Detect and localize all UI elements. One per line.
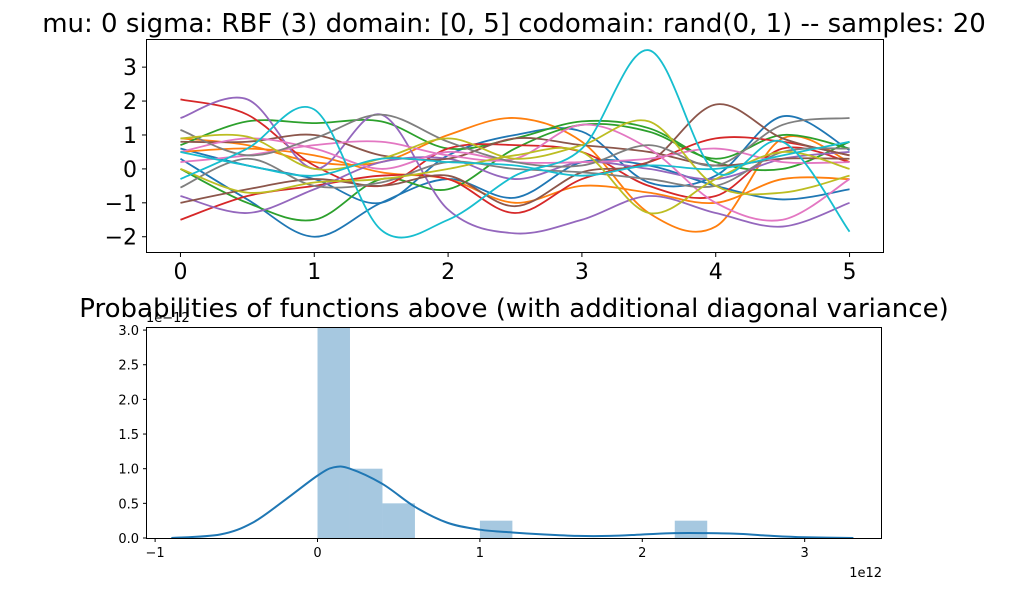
sample-lines: [179, 49, 851, 239]
x-tick-label: 3: [801, 546, 809, 561]
y-tick-label: 2.5: [118, 359, 139, 374]
y-tick-label: 1: [123, 124, 137, 149]
y-tick-label: 1.0: [118, 463, 139, 478]
samples-chart-frame: [146, 39, 884, 253]
sample-line-2: [179, 157, 850, 238]
kde-curve: [171, 465, 854, 539]
histogram-bar-3: [382, 503, 415, 538]
sample-line-20: [180, 140, 850, 177]
x-tick-label: 5: [843, 260, 857, 285]
sample-line-7: [180, 98, 850, 200]
samples-chart-title: mu: 0 sigma: RBF (3) domain: [0, 5] codo…: [42, 9, 986, 39]
x-tick-label: 0: [173, 260, 187, 285]
x-tick-label: 2: [441, 260, 455, 285]
x-tick-label: 2: [638, 546, 646, 561]
sample-line-18: [180, 147, 850, 215]
sample-line-3: [180, 117, 850, 233]
sample-line-15: [180, 113, 850, 168]
samples-x-axis: 0 1 2 3 4 5: [173, 252, 857, 285]
x-tick-label: 1: [476, 546, 484, 561]
sample-line-9: [180, 96, 850, 235]
histogram-y-axis: 0.0 0.5 1.0 1.5 2.0 2.5 3.0: [118, 324, 147, 547]
y-tick-label: 3.0: [118, 324, 139, 339]
histogram-frame: [146, 327, 882, 539]
sample-line-12: [180, 133, 850, 167]
y-offset-label: 1e−12: [146, 311, 190, 326]
x-tick-label: 0: [313, 546, 321, 561]
samples-line-chart: mu: 0 sigma: RBF (3) domain: [0, 5] codo…: [42, 9, 986, 285]
samples-y-axis: −2 −1 0 1 2 3: [105, 56, 147, 251]
y-tick-label: 0: [123, 158, 137, 183]
histogram-bar-4: [479, 520, 513, 538]
y-tick-label: 1.5: [118, 428, 139, 443]
sample-line-19: [180, 49, 851, 239]
x-tick-label: 4: [709, 260, 723, 285]
sample-line-6: [180, 122, 850, 222]
y-tick-label: 0.5: [118, 497, 139, 512]
y-tick-label: 0.0: [118, 532, 139, 547]
y-tick-label: 3: [123, 56, 137, 81]
histogram-x-axis: −1 0 1 2 3: [146, 538, 809, 561]
y-tick-label: 2: [123, 90, 137, 115]
sample-line-10: [180, 151, 850, 214]
sample-line-16: [180, 147, 850, 189]
histogram-bar-2: [349, 468, 383, 538]
sample-line-17: [180, 119, 850, 196]
sample-line-11: [180, 103, 850, 208]
sample-line-8: [180, 136, 850, 221]
x-tick-label: 1: [307, 260, 321, 285]
histogram-title: Probabilities of functions above (with a…: [79, 294, 948, 324]
x-tick-label: −1: [146, 546, 165, 561]
x-tick-label: 3: [575, 260, 589, 285]
y-tick-label: −1: [105, 192, 137, 217]
x-offset-label: 1e12: [849, 566, 882, 581]
histogram-bar-1: [317, 328, 350, 538]
y-tick-label: −2: [105, 226, 137, 251]
y-tick-label: 2.0: [118, 393, 139, 408]
probability-histogram: Probabilities of functions above (with a…: [79, 294, 948, 581]
histogram-bar-5: [674, 520, 708, 538]
